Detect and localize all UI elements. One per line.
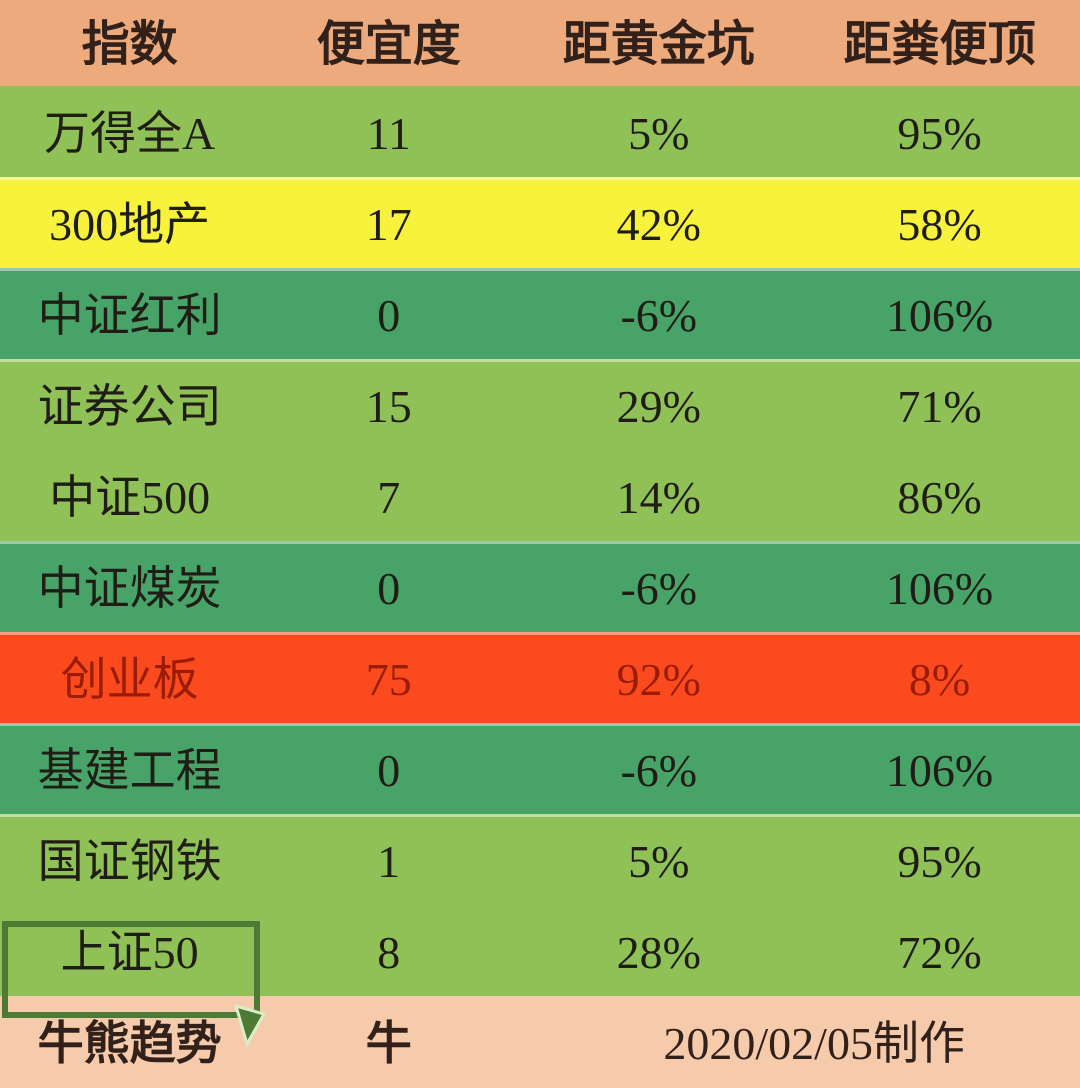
- cell-from-golden-pit[interactable]: 29%: [616, 380, 701, 432]
- cell-from-golden-pit[interactable]: 42%: [616, 198, 701, 250]
- cell-index-name[interactable]: 中证煤炭: [37, 562, 222, 614]
- cell-cheapness[interactable]: 0: [377, 744, 401, 796]
- table-header-row: 指数 便宜度 距黄金坑 距粪便顶: [0, 0, 1080, 86]
- cell-cheapness[interactable]: 8: [377, 926, 401, 978]
- bull-bear-trend-value: 牛: [365, 1018, 412, 1069]
- cell-cheapness[interactable]: 7: [377, 471, 401, 523]
- cell-index-name[interactable]: 上证50: [0, 920, 267, 1048]
- made-date-note: 2020/02/05制作: [663, 1018, 965, 1069]
- cell-from-dung-top[interactable]: 106%: [885, 289, 994, 341]
- bull-bear-trend-label: 牛熊趋势: [37, 1018, 222, 1069]
- table-row: 万得全A 11 5% 95%: [0, 86, 1080, 177]
- cell-from-dung-top[interactable]: 95%: [897, 107, 982, 159]
- cell-index-name[interactable]: 中证500: [49, 471, 211, 523]
- cell-from-golden-pit[interactable]: -6%: [620, 562, 698, 614]
- table-row: 中证红利 0 -6% 106%: [0, 268, 1080, 359]
- table-row: 国证钢铁 1 5% 95%: [0, 814, 1080, 905]
- column-header-from-golden-pit[interactable]: 距黄金坑: [562, 18, 755, 71]
- cell-from-dung-top[interactable]: 72%: [897, 926, 982, 978]
- cell-from-dung-top[interactable]: 106%: [885, 562, 994, 614]
- table-row: 上证50 8 28% 72%: [0, 905, 1080, 1048]
- cell-from-dung-top[interactable]: 8%: [908, 653, 971, 705]
- cell-index-name[interactable]: 万得全A: [43, 107, 216, 159]
- table-row: 中证500 7 14% 86%: [0, 450, 1080, 541]
- cell-cheapness[interactable]: 1: [377, 835, 401, 887]
- cell-index-name[interactable]: 创业板: [60, 653, 199, 705]
- table-row: 中证煤炭 0 -6% 106%: [0, 541, 1080, 632]
- cell-from-golden-pit[interactable]: 92%: [616, 653, 701, 705]
- cell-from-golden-pit[interactable]: 5%: [628, 107, 690, 159]
- cell-cheapness[interactable]: 15: [365, 380, 412, 432]
- cell-from-golden-pit[interactable]: -6%: [620, 289, 698, 341]
- cell-cheapness[interactable]: 0: [377, 562, 401, 614]
- cell-index-name[interactable]: 基建工程: [37, 744, 222, 796]
- table-row: 基建工程 0 -6% 106%: [0, 723, 1080, 814]
- table-body: 万得全A 11 5% 95% 300地产 17 42% 58% 中证红利 0 -6% 106% 证券公司…: [0, 86, 1080, 1048]
- cell-index-name[interactable]: 中证红利: [37, 289, 222, 341]
- cell-from-golden-pit[interactable]: 28%: [616, 926, 701, 978]
- column-header-index[interactable]: 指数: [81, 18, 178, 71]
- cell-from-dung-top[interactable]: 95%: [897, 835, 982, 887]
- cell-cheapness[interactable]: 11: [366, 107, 411, 159]
- cell-index-name[interactable]: 国证钢铁: [37, 835, 222, 887]
- cell-from-golden-pit[interactable]: -6%: [620, 744, 698, 796]
- cell-from-dung-top[interactable]: 71%: [897, 380, 982, 432]
- cell-from-dung-top[interactable]: 106%: [885, 744, 994, 796]
- cell-index-name[interactable]: 300地产: [49, 198, 211, 250]
- cell-from-golden-pit[interactable]: 5%: [628, 835, 690, 887]
- cell-from-dung-top[interactable]: 86%: [897, 471, 982, 523]
- cell-cheapness[interactable]: 17: [365, 198, 412, 250]
- table-row: 创业板 75 92% 8%: [0, 632, 1080, 723]
- cell-index-name[interactable]: 证券公司: [37, 380, 222, 432]
- column-header-from-dung-top[interactable]: 距粪便顶: [843, 18, 1036, 71]
- table-row: 证券公司 15 29% 71%: [0, 359, 1080, 450]
- cell-from-golden-pit[interactable]: 14%: [616, 471, 701, 523]
- table-row: 300地产 17 42% 58%: [0, 177, 1080, 268]
- cell-from-dung-top[interactable]: 58%: [897, 198, 982, 250]
- cell-cheapness[interactable]: 75: [365, 653, 412, 705]
- table-footer-row: 牛熊趋势 牛 2020/02/05制作: [0, 996, 1080, 1088]
- column-header-cheapness[interactable]: 便宜度: [316, 18, 461, 71]
- cell-cheapness[interactable]: 0: [377, 289, 401, 341]
